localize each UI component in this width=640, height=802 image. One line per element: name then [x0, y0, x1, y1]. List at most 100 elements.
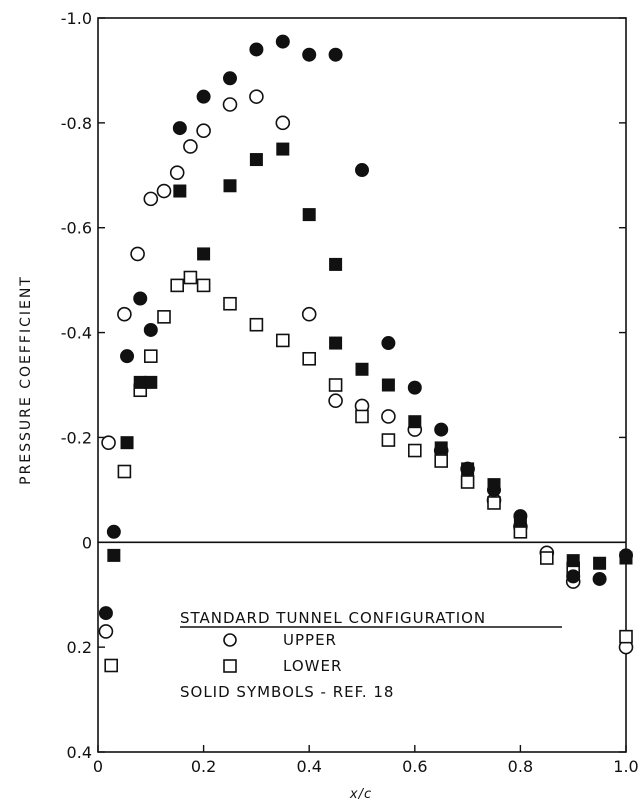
plot-frame — [97, 17, 627, 753]
open-circle-point — [301, 306, 317, 322]
open-circle-point — [328, 393, 343, 409]
legend-open-circle-icon — [223, 633, 237, 647]
solid-square-point — [619, 551, 633, 565]
open-circle-point — [169, 165, 185, 180]
open-square-point — [170, 278, 184, 293]
solid-circle-point — [143, 322, 158, 337]
y-tick-label: 0.2 — [67, 638, 92, 657]
solid-circle-point — [381, 336, 396, 351]
open-circle-point — [196, 123, 211, 139]
y-axis-title: PRESSURE COEFFICIENT — [18, 275, 34, 485]
open-square-point — [302, 351, 317, 366]
solid-circle-point — [302, 47, 317, 62]
open-circle-point — [117, 306, 132, 322]
open-square-point — [381, 433, 396, 447]
open-square-point — [328, 378, 343, 392]
open-circle-point — [143, 191, 159, 207]
open-square-point — [487, 496, 501, 510]
solid-square-point — [329, 257, 343, 271]
x-tick-label: 1.0 — [613, 757, 638, 776]
open-square-point — [104, 658, 118, 673]
solid-circle-point — [328, 47, 343, 62]
plot-axes: -1.0-0.8-0.6-0.4-0.200.20.40 0.2 0.4 0.6 0.8… — [61, 9, 639, 776]
x-tick-label: 0.4 — [296, 757, 321, 776]
solid-square-point — [408, 415, 422, 429]
open-circle-point — [275, 115, 291, 131]
x-tick-label: 0 — [93, 757, 103, 776]
open-square-point — [407, 443, 422, 458]
y-tick-label: -0.6 — [61, 219, 92, 238]
solid-square-point — [120, 436, 134, 450]
open-square-point — [223, 296, 237, 311]
solid-circle-point — [120, 349, 135, 364]
legend-open-square-icon — [223, 659, 237, 673]
legend-note: SOLID SYMBOLS - REF. 18 — [180, 683, 394, 701]
x-tick-label: 0.2 — [191, 757, 216, 776]
y-tick-label: 0.4 — [67, 743, 92, 762]
x-axis-title: x/c — [349, 787, 372, 802]
solid-circle-point — [566, 569, 581, 584]
y-tick-label: 0 — [82, 533, 92, 552]
solid-square-point — [302, 208, 316, 222]
solid-circle-point — [196, 89, 211, 104]
solid-square-point — [593, 556, 607, 570]
x-tick-label: 0.6 — [402, 757, 427, 776]
solid-square-point — [223, 179, 237, 193]
y-tick-label: -1.0 — [61, 9, 92, 28]
open-circle-point — [98, 624, 114, 639]
solid-circle-point — [249, 42, 264, 57]
solid-circle-point — [223, 71, 237, 86]
y-tick-label: -0.8 — [61, 114, 92, 133]
solid-circle-point — [407, 380, 422, 395]
legend-entry-lower: LOWER — [283, 657, 342, 675]
open-circle-point — [222, 97, 238, 112]
solid-square-point — [107, 548, 121, 562]
solid-square-point — [355, 362, 369, 376]
solid-circle-point — [98, 606, 113, 621]
y-tick-label: -0.2 — [61, 428, 92, 447]
solid-circle-point — [355, 163, 369, 178]
plot-marks — [98, 34, 634, 673]
legend: STANDARD TUNNEL CONFIGURATION UPPER LOWE… — [180, 609, 562, 701]
open-circle-point — [249, 89, 264, 104]
open-square-point — [249, 317, 264, 332]
open-square-point — [619, 629, 633, 644]
open-circle-point — [183, 139, 198, 154]
solid-square-point — [513, 514, 527, 528]
y-tick-label: -0.4 — [61, 324, 92, 343]
open-square-point — [196, 278, 211, 293]
solid-square-point — [249, 153, 263, 167]
solid-square-point — [329, 336, 343, 350]
solid-square-point — [144, 375, 158, 389]
open-square-point — [117, 464, 132, 479]
open-circle-point — [101, 435, 116, 450]
solid-circle-point — [275, 34, 290, 49]
open-square-point — [275, 333, 290, 348]
solid-square-point — [197, 247, 211, 261]
open-circle-point — [381, 409, 396, 424]
legend-entry-upper: UPPER — [283, 631, 337, 649]
open-square-point — [434, 454, 449, 468]
solid-square-point — [381, 378, 395, 392]
legend-heading: STANDARD TUNNEL CONFIGURATION — [180, 609, 486, 627]
solid-circle-point — [172, 121, 187, 136]
solid-square-point — [461, 462, 475, 476]
solid-square-point — [173, 184, 187, 198]
open-square-point — [144, 349, 158, 363]
solid-square-point — [566, 554, 580, 568]
open-square-point — [183, 270, 198, 285]
open-square-point — [157, 310, 171, 324]
x-tick-label: 0.8 — [508, 757, 533, 776]
solid-circle-point — [133, 291, 148, 306]
solid-square-point — [434, 441, 448, 455]
open-circle-point — [156, 183, 172, 199]
solid-square-point — [276, 142, 290, 156]
open-square-point — [460, 475, 475, 489]
solid-circle-point — [106, 524, 121, 539]
open-square-point — [539, 551, 554, 565]
solid-circle-point — [434, 422, 449, 437]
open-square-point — [355, 409, 369, 424]
open-circle-point — [130, 246, 145, 262]
solid-square-point — [487, 478, 501, 492]
